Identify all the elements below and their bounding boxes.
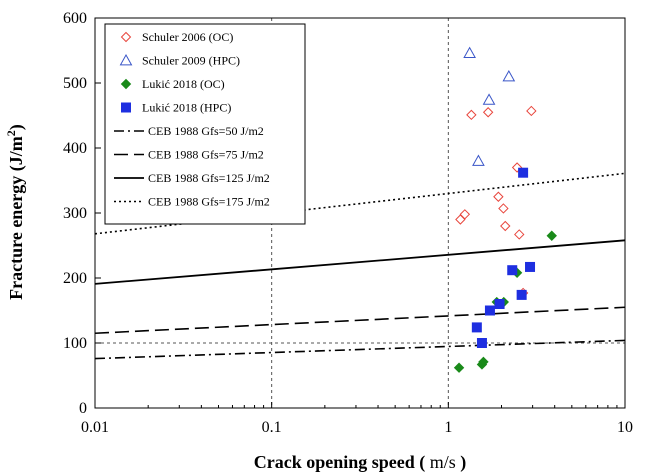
legend-label-8: CEB 1988 Gfs=175 J/m2 bbox=[148, 195, 270, 209]
y-tick-label: 400 bbox=[63, 140, 87, 157]
y-tick-label: 500 bbox=[63, 75, 87, 92]
data-point-s1-p10 bbox=[514, 229, 525, 240]
data-point-s2-p3 bbox=[482, 93, 496, 105]
legend-label-5: CEB 1988 Gfs=50 J/m2 bbox=[148, 124, 264, 138]
model-lines-layer bbox=[94, 172, 626, 360]
data-point-s1-p8 bbox=[455, 214, 466, 225]
legend-symbol-3 bbox=[120, 78, 132, 90]
data-point-s4-p7 bbox=[471, 322, 482, 333]
y-axis-title-text: Fracture energy bbox=[6, 176, 26, 300]
data-point-s1-p4 bbox=[511, 162, 523, 173]
y-axis-title: Fracture energy (J/m2) bbox=[4, 124, 27, 300]
data-point-s1-p9 bbox=[500, 220, 511, 232]
y-tick-label: 200 bbox=[63, 270, 87, 287]
legend-label-3: Lukić 2018 (OC) bbox=[142, 77, 225, 91]
data-point-s3-p5 bbox=[453, 362, 465, 373]
legend-label-2: Schuler 2009 (HPC) bbox=[142, 54, 240, 68]
data-point-s4-p5 bbox=[494, 299, 505, 309]
data-point-s2-p2 bbox=[502, 69, 516, 82]
legend-symbol-2 bbox=[119, 53, 133, 66]
data-point-s1-p3 bbox=[526, 105, 537, 117]
y-tick-label: 0 bbox=[79, 400, 87, 417]
x-axis-title-text: Crack opening speed ( bbox=[254, 452, 426, 473]
x-axis-title: Crack opening speed ( m/s ) bbox=[254, 452, 467, 473]
legend-label-4: Lukić 2018 (HPC) bbox=[142, 101, 231, 115]
data-point-s4-p8 bbox=[476, 338, 487, 348]
data-point-s4-p3 bbox=[507, 265, 518, 276]
model-line-3 bbox=[94, 239, 626, 285]
y-axis-unit-base: (J/m bbox=[6, 136, 27, 171]
data-point-s2-p1 bbox=[463, 46, 476, 58]
data-point-s2-p4 bbox=[472, 154, 485, 166]
y-tick-label: 300 bbox=[63, 205, 87, 222]
x-tick-label: 10 bbox=[617, 419, 633, 436]
data-point-s1-p2 bbox=[482, 107, 494, 118]
x-tick-label: 0.01 bbox=[81, 419, 109, 436]
y-tick-label: 100 bbox=[63, 335, 87, 352]
data-point-s3-p1 bbox=[546, 230, 557, 241]
legend: Schuler 2006 (OC) Schuler 2009 (HPC) Lukić… bbox=[104, 23, 306, 225]
model-line-4 bbox=[94, 172, 626, 235]
legend-symbol-4 bbox=[121, 102, 131, 113]
x-axis-unit: m/s bbox=[430, 452, 456, 472]
legend-box bbox=[104, 23, 306, 225]
legend-symbol-1 bbox=[120, 31, 132, 43]
x-tick-label: 1 bbox=[444, 419, 452, 436]
legend-label-7: CEB 1988 Gfs=125 J/m2 bbox=[148, 171, 270, 185]
model-line-1 bbox=[94, 339, 626, 360]
y-tick-label: 600 bbox=[63, 10, 87, 27]
x-axis-unit-close: ) bbox=[460, 452, 466, 473]
data-point-s4-p1 bbox=[518, 167, 529, 178]
x-tick-label: 0.1 bbox=[262, 419, 282, 436]
model-line-2 bbox=[94, 306, 626, 335]
data-point-s1-p6 bbox=[498, 203, 509, 214]
y-axis-unit-close: ) bbox=[6, 124, 27, 130]
data-point-s4-p6 bbox=[484, 305, 495, 316]
legend-label-1: Schuler 2006 (OC) bbox=[142, 30, 233, 44]
data-point-s1-p1 bbox=[466, 109, 477, 121]
data-point-s1-p5 bbox=[493, 191, 504, 202]
data-point-s3-p7 bbox=[478, 356, 489, 368]
data-point-s4-p4 bbox=[516, 289, 527, 300]
data-points-layer bbox=[453, 46, 557, 373]
data-point-s1-p7 bbox=[459, 209, 471, 220]
legend-label-6: CEB 1988 Gfs=75 J/m2 bbox=[148, 148, 264, 162]
data-point-s4-p2 bbox=[525, 261, 536, 272]
y-axis-unit-sup: 2 bbox=[4, 130, 18, 136]
